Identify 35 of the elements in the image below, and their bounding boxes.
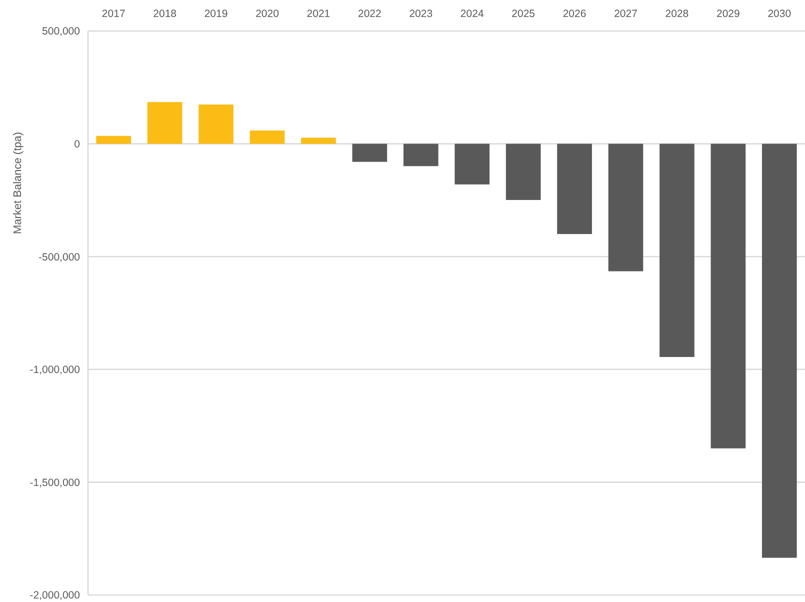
bar	[96, 136, 132, 144]
bar	[710, 144, 746, 448]
bar	[608, 144, 644, 272]
bar	[250, 130, 285, 144]
bar	[506, 144, 541, 200]
x-tick-label: 2029	[716, 8, 740, 20]
x-tick-label: 2026	[562, 8, 586, 20]
y-tick-label: 500,000	[42, 26, 80, 38]
x-tick-label: 2030	[768, 8, 792, 20]
y-axis-title: Market Balance (tpa)	[12, 132, 24, 234]
bar	[147, 102, 182, 144]
bar	[557, 144, 592, 234]
y-tick-label: -1,000,000	[30, 364, 80, 376]
x-tick-label: 2028	[665, 8, 689, 20]
y-tick-label: -500,000	[38, 251, 80, 264]
x-tick-label: 2025	[512, 8, 536, 20]
bar	[198, 104, 234, 144]
x-tick-label: 2024	[460, 8, 484, 20]
x-tick-label: 2019	[204, 8, 228, 20]
y-tick-label: -1,500,000	[30, 476, 80, 489]
x-tick-label: 2021	[306, 8, 330, 20]
bar	[762, 144, 797, 558]
y-tick-label: 0	[74, 138, 80, 150]
bar	[454, 144, 490, 184]
y-tick-label: -2,000,000	[30, 590, 80, 602]
bar	[403, 144, 438, 166]
x-tick-label: 2027	[614, 8, 638, 20]
x-tick-label: 2023	[409, 8, 433, 20]
x-tick-label: 2017	[102, 8, 126, 20]
bar	[660, 144, 694, 357]
bar	[352, 144, 388, 162]
x-tick-label: 2020	[256, 8, 280, 20]
x-tick-label: 2018	[153, 8, 177, 20]
bar	[301, 138, 336, 144]
x-tick-label: 2022	[358, 8, 382, 20]
